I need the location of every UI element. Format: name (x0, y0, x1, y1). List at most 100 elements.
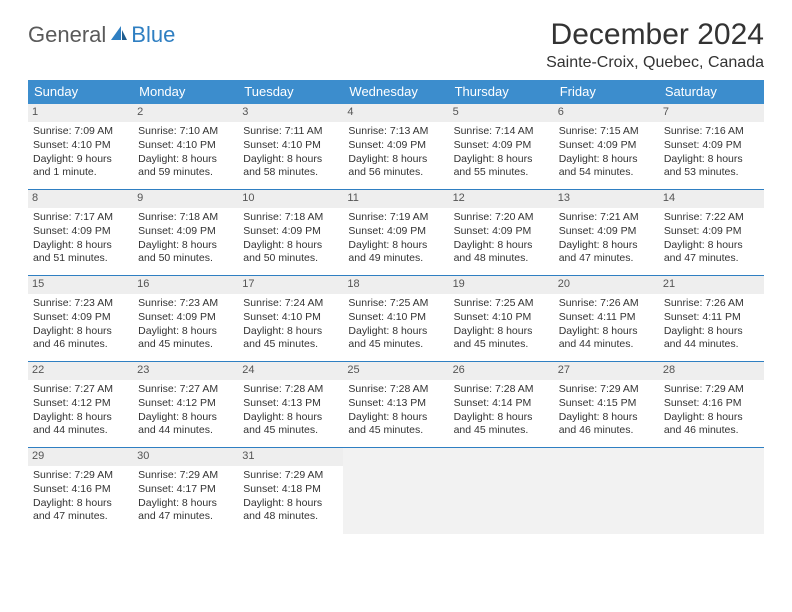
daylight-line: Daylight: 8 hours and 50 minutes. (243, 239, 338, 265)
day-number: 17 (238, 276, 343, 294)
day-cell: 28Sunrise: 7:29 AMSunset: 4:16 PMDayligh… (659, 362, 764, 447)
day-number: 3 (238, 104, 343, 122)
day-number: 20 (554, 276, 659, 294)
sunrise-line: Sunrise: 7:09 AM (33, 125, 128, 138)
sunrise-line: Sunrise: 7:29 AM (138, 469, 233, 482)
day-number: 23 (133, 362, 238, 380)
day-header-cell: Tuesday (238, 80, 343, 104)
sunset-line: Sunset: 4:18 PM (243, 483, 338, 496)
sunrise-line: Sunrise: 7:23 AM (33, 297, 128, 310)
day-cell: 19Sunrise: 7:25 AMSunset: 4:10 PMDayligh… (449, 276, 554, 361)
daylight-line: Daylight: 8 hours and 44 minutes. (664, 325, 759, 351)
day-cell: 12Sunrise: 7:20 AMSunset: 4:09 PMDayligh… (449, 190, 554, 275)
day-header-cell: Saturday (659, 80, 764, 104)
location-label: Sainte-Croix, Quebec, Canada (546, 54, 764, 72)
sunset-line: Sunset: 4:09 PM (33, 311, 128, 324)
sunset-line: Sunset: 4:10 PM (138, 139, 233, 152)
day-cell: 16Sunrise: 7:23 AMSunset: 4:09 PMDayligh… (133, 276, 238, 361)
week-row: 8Sunrise: 7:17 AMSunset: 4:09 PMDaylight… (28, 190, 764, 276)
day-number: 26 (449, 362, 554, 380)
day-number: 24 (238, 362, 343, 380)
day-cell: 4Sunrise: 7:13 AMSunset: 4:09 PMDaylight… (343, 104, 448, 189)
sunset-line: Sunset: 4:17 PM (138, 483, 233, 496)
day-number: 2 (133, 104, 238, 122)
sunset-line: Sunset: 4:09 PM (243, 225, 338, 238)
sunset-line: Sunset: 4:09 PM (559, 225, 654, 238)
daylight-line: Daylight: 8 hours and 49 minutes. (348, 239, 443, 265)
sunset-line: Sunset: 4:12 PM (138, 397, 233, 410)
sunrise-line: Sunrise: 7:26 AM (559, 297, 654, 310)
sunset-line: Sunset: 4:09 PM (664, 225, 759, 238)
sunset-line: Sunset: 4:10 PM (243, 139, 338, 152)
sunset-line: Sunset: 4:13 PM (348, 397, 443, 410)
day-number: 7 (659, 104, 764, 122)
day-header-cell: Wednesday (343, 80, 448, 104)
sail-icon (109, 22, 129, 48)
daylight-line: Daylight: 8 hours and 56 minutes. (348, 153, 443, 179)
day-cell: 3 Sunrise: 7:11 AMSunset: 4:10 PMDaylight… (238, 104, 343, 189)
sunrise-line: Sunrise: 7:22 AM (664, 211, 759, 224)
day-header-cell: Monday (133, 80, 238, 104)
sunrise-line: Sunrise: 7:19 AM (348, 211, 443, 224)
sunrise-line: Sunrise: 7:28 AM (348, 383, 443, 396)
week-row: 29Sunrise: 7:29 AMSunset: 4:16 PMDayligh… (28, 448, 764, 534)
sunrise-line: Sunrise: 7:10 AM (138, 125, 233, 138)
daylight-line: Daylight: 8 hours and 46 minutes. (33, 325, 128, 351)
sunset-line: Sunset: 4:13 PM (243, 397, 338, 410)
daylight-line: Daylight: 8 hours and 47 minutes. (33, 497, 128, 523)
day-number: 19 (449, 276, 554, 294)
day-number: 21 (659, 276, 764, 294)
day-cell: 2 Sunrise: 7:10 AMSunset: 4:10 PMDaylight… (133, 104, 238, 189)
day-cell: 30Sunrise: 7:29 AMSunset: 4:17 PMDayligh… (133, 448, 238, 534)
sunset-line: Sunset: 4:12 PM (33, 397, 128, 410)
sunrise-line: Sunrise: 7:11 AM (243, 125, 338, 138)
sunset-line: Sunset: 4:09 PM (138, 311, 233, 324)
sunrise-line: Sunrise: 7:18 AM (243, 211, 338, 224)
daylight-line: Daylight: 8 hours and 58 minutes. (243, 153, 338, 179)
sunset-line: Sunset: 4:09 PM (138, 225, 233, 238)
daylight-line: Daylight: 8 hours and 50 minutes. (138, 239, 233, 265)
month-title: December 2024 (546, 18, 764, 52)
day-cell: 23Sunrise: 7:27 AMSunset: 4:12 PMDayligh… (133, 362, 238, 447)
day-cell: 11Sunrise: 7:19 AMSunset: 4:09 PMDayligh… (343, 190, 448, 275)
day-number: 8 (28, 190, 133, 208)
daylight-line: Daylight: 8 hours and 54 minutes. (559, 153, 654, 179)
sunrise-line: Sunrise: 7:28 AM (243, 383, 338, 396)
sunrise-line: Sunrise: 7:21 AM (559, 211, 654, 224)
brand-word-2: Blue (131, 22, 175, 48)
daylight-line: Daylight: 8 hours and 45 minutes. (454, 411, 549, 437)
sunset-line: Sunset: 4:16 PM (664, 397, 759, 410)
day-number: 1 (28, 104, 133, 122)
day-number: 29 (28, 448, 133, 466)
day-cell: 15Sunrise: 7:23 AMSunset: 4:09 PMDayligh… (28, 276, 133, 361)
day-number: 30 (133, 448, 238, 466)
sunset-line: Sunset: 4:10 PM (33, 139, 128, 152)
day-cell: 5Sunrise: 7:14 AMSunset: 4:09 PMDaylight… (449, 104, 554, 189)
sunrise-line: Sunrise: 7:14 AM (454, 125, 549, 138)
day-number: 5 (449, 104, 554, 122)
day-number: 4 (343, 104, 448, 122)
day-header-row: SundayMondayTuesdayWednesdayThursdayFrid… (28, 80, 764, 104)
day-cell-empty (343, 448, 448, 534)
day-number: 31 (238, 448, 343, 466)
sunrise-line: Sunrise: 7:20 AM (454, 211, 549, 224)
week-row: 1Sunrise: 7:09 AMSunset: 4:10 PMDaylight… (28, 104, 764, 190)
sunrise-line: Sunrise: 7:29 AM (243, 469, 338, 482)
day-cell: 20Sunrise: 7:26 AMSunset: 4:11 PMDayligh… (554, 276, 659, 361)
sunset-line: Sunset: 4:11 PM (559, 311, 654, 324)
sunrise-line: Sunrise: 7:23 AM (138, 297, 233, 310)
daylight-line: Daylight: 8 hours and 45 minutes. (138, 325, 233, 351)
day-cell-empty (554, 448, 659, 534)
sunset-line: Sunset: 4:09 PM (348, 225, 443, 238)
day-number: 6 (554, 104, 659, 122)
day-cell: 9Sunrise: 7:18 AMSunset: 4:09 PMDaylight… (133, 190, 238, 275)
sunrise-line: Sunrise: 7:27 AM (138, 383, 233, 396)
day-number: 14 (659, 190, 764, 208)
sunrise-line: Sunrise: 7:17 AM (33, 211, 128, 224)
day-cell: 22Sunrise: 7:27 AMSunset: 4:12 PMDayligh… (28, 362, 133, 447)
daylight-line: Daylight: 8 hours and 59 minutes. (138, 153, 233, 179)
daylight-line: Daylight: 8 hours and 48 minutes. (243, 497, 338, 523)
sunrise-line: Sunrise: 7:16 AM (664, 125, 759, 138)
weeks-container: 1Sunrise: 7:09 AMSunset: 4:10 PMDaylight… (28, 104, 764, 534)
day-header-cell: Friday (554, 80, 659, 104)
